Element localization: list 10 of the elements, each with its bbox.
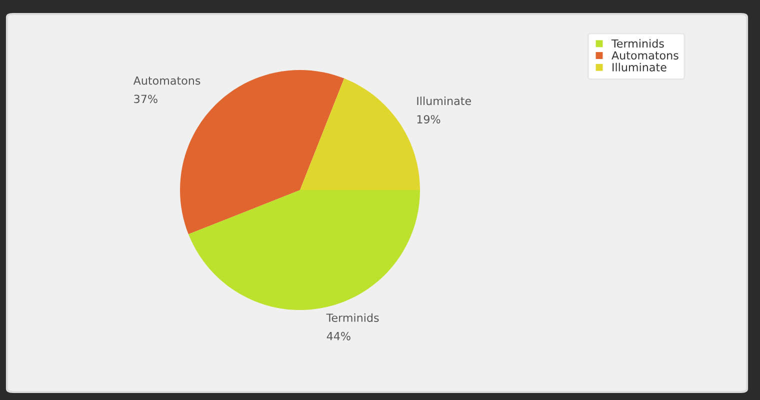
legend-label: Terminids [611,39,664,48]
legend-label: Automatons [612,51,678,60]
slice-label: Illuminate [417,96,471,106]
pie-slice [188,190,420,310]
data-label: 44% [326,332,350,340]
data-label: 37% [134,94,158,104]
slice-label: Automatons [133,76,200,85]
data-label: 19% [417,115,440,124]
legend-label: Illuminate [612,62,666,72]
slice-label: Terminids [326,313,379,322]
